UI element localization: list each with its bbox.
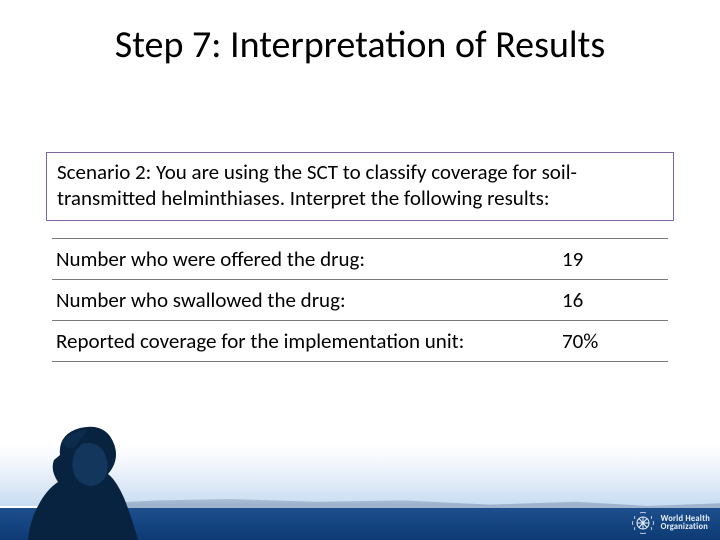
footer-graphic: World Health Organization	[0, 444, 720, 540]
page-title: Step 7: Interpretation of Results	[0, 22, 720, 68]
who-text: World Health Organization	[661, 515, 710, 532]
row-label: Reported coverage for the implementation…	[52, 321, 558, 362]
row-value: 70%	[558, 321, 668, 362]
person-silhouette-icon	[20, 420, 150, 540]
slide: Step 7: Interpretation of Results Scenar…	[0, 0, 720, 540]
row-value: 19	[558, 239, 668, 280]
row-label: Number who were offered the drug:	[52, 239, 558, 280]
scenario-box: Scenario 2: You are using the SCT to cla…	[46, 152, 674, 221]
table-row: Reported coverage for the implementation…	[52, 321, 668, 362]
results-table: Number who were offered the drug: 19 Num…	[52, 238, 668, 362]
who-attribution: World Health Organization	[631, 510, 710, 536]
row-value: 16	[558, 280, 668, 321]
table-row: Number who were offered the drug: 19	[52, 239, 668, 280]
table-row: Number who swallowed the drug: 16	[52, 280, 668, 321]
who-line2: Organization	[661, 523, 710, 532]
scenario-text: Scenario 2: You are using the SCT to cla…	[57, 159, 577, 211]
who-logo-icon	[631, 511, 655, 535]
row-label: Number who swallowed the drug:	[52, 280, 558, 321]
